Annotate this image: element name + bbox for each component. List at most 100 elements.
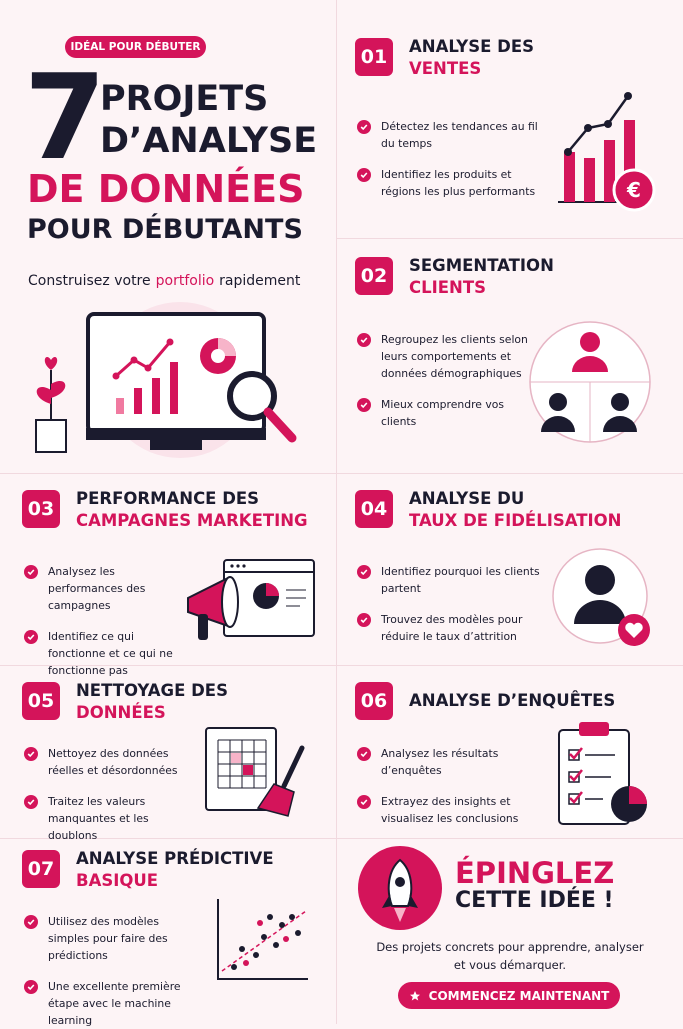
bullet-list: Utilisez des modèles simples pour faire …: [24, 913, 198, 1029]
check-icon: [357, 747, 371, 761]
bullet-text: Nettoyez des données réelles et désordon…: [48, 747, 178, 777]
project-title-accent: CAMPAGNES MARKETING: [76, 511, 308, 530]
bullet-item: Extrayez des insights et visualisez les …: [357, 793, 541, 827]
bullet-text: Mieux comprendre vos clients: [381, 398, 504, 428]
subtitle-highlight: portfolio: [155, 273, 215, 289]
project-title-line: ANALYSE PRÉDICTIVE: [76, 849, 274, 868]
project-title: ANALYSE PRÉDICTIVE BASIQUE: [76, 848, 274, 892]
bullet-list: Analysez les résultats d’enquêtes Extraye…: [357, 745, 541, 827]
project-number: 03: [22, 490, 60, 528]
check-icon: [357, 613, 371, 627]
bullet-text: Analysez les résultats d’enquêtes: [381, 747, 499, 777]
bullet-text: Regroupez les clients selon leurs compor…: [381, 333, 528, 380]
project-title: ANALYSE DES VENTES: [409, 36, 534, 80]
bullet-item: Identifiez les produits et régions les p…: [357, 166, 551, 200]
scatter-icon: [217, 899, 308, 980]
check-icon: [357, 333, 371, 347]
check-icon: [357, 795, 371, 809]
bullet-item: Analysez les résultats d’enquêtes: [357, 745, 541, 779]
bullet-text: Utilisez des modèles simples pour faire …: [48, 915, 168, 962]
bullet-item: Identifiez pourquoi les clients partent: [357, 563, 541, 597]
project-number: 04: [355, 490, 393, 528]
project-number: 01: [355, 38, 393, 76]
divider: [0, 665, 683, 666]
bullet-item: Mieux comprendre vos clients: [357, 396, 541, 430]
check-mark: [27, 984, 35, 991]
retention-icon: [552, 548, 650, 646]
check-icon: [24, 980, 38, 994]
bullet-text: Traitez les valeurs manquantes et les do…: [48, 795, 149, 842]
bullet-text: Identifiez ce qui fonctionne et ce qui n…: [48, 630, 173, 677]
bullet-item: Regroupez les clients selon leurs compor…: [357, 331, 541, 382]
project-title-line: SEGMENTATION: [409, 256, 554, 275]
rocket-icon: [358, 846, 442, 930]
bullet-text: Détectez les tendances au fil du temps: [381, 120, 538, 150]
bullet-text: Identifiez pourquoi les clients partent: [381, 565, 540, 595]
check-icon: [24, 915, 38, 929]
subtitle: Construisez votre portfolio rapidement: [28, 273, 300, 289]
bullet-item: Traitez les valeurs manquantes et les do…: [24, 793, 193, 844]
check-mark: [360, 569, 368, 576]
subtitle-text: rapidement: [219, 273, 301, 289]
check-mark: [360, 402, 368, 409]
title-line: D’ANALYSE: [100, 121, 318, 161]
project-title-accent: VENTES: [409, 59, 482, 78]
bullet-text: Une excellente première étape avec le ma…: [48, 980, 181, 1027]
project-title: NETTOYAGE DES DONNÉES: [76, 680, 228, 724]
bullet-item: Nettoyez des données réelles et désordon…: [24, 745, 193, 779]
check-icon: [24, 795, 38, 809]
bullet-item: Détectez les tendances au fil du temps: [357, 118, 551, 152]
check-icon: [357, 398, 371, 412]
check-mark: [360, 172, 368, 179]
sales-icon: €: [558, 92, 656, 212]
project-title-line: ANALYSE D’ENQUÊTES: [409, 691, 616, 710]
project-title: ANALYSE DU TAUX DE FIDÉLISATION: [409, 488, 621, 532]
title-accent: DE DONNÉES: [27, 167, 305, 211]
check-mark: [360, 337, 368, 344]
project-title-accent: TAUX DE FIDÉLISATION: [409, 511, 622, 530]
check-mark: [360, 799, 368, 806]
title-line: POUR DÉBUTANTS: [27, 214, 303, 245]
check-icon: [357, 120, 371, 134]
svg-text:€: €: [626, 178, 641, 202]
bullet-list: Nettoyez des données réelles et désordon…: [24, 745, 193, 844]
project-title: PERFORMANCE DES CAMPAGNES MARKETING: [76, 488, 308, 532]
project-number: 06: [355, 682, 393, 720]
cta-description: Des projets concrets pour apprendre, ana…: [376, 940, 644, 972]
check-icon: [357, 168, 371, 182]
project-title: ANALYSE D’ENQUÊTES: [409, 680, 615, 722]
project-title: SEGMENTATION CLIENTS: [409, 255, 554, 299]
project-title-line: ANALYSE DES: [409, 37, 534, 56]
title-number: 7: [24, 48, 107, 186]
bullet-list: Détectez les tendances au fil du temps Id…: [357, 118, 551, 200]
check-icon: [24, 630, 38, 644]
bullet-item: Trouvez des modèles pour réduire le taux…: [357, 611, 541, 645]
divider: [337, 238, 683, 239]
check-icon: [357, 565, 371, 579]
check-mark: [360, 751, 368, 758]
star-icon: [409, 990, 420, 1000]
check-mark: [27, 919, 35, 926]
cleaning-icon: [205, 727, 305, 817]
check-icon: [24, 565, 38, 579]
segmentation-icon: [529, 321, 651, 443]
marketing-icon: [187, 559, 315, 640]
project-number: 05: [22, 682, 60, 720]
project-title-accent: CLIENTS: [409, 278, 486, 297]
bullet-list: Analysez les performances des campagnes I…: [24, 563, 193, 679]
divider: [336, 0, 337, 1024]
subtitle-text: Construisez votre: [28, 273, 151, 289]
project-title-accent: DONNÉES: [76, 703, 166, 722]
bullet-text: Trouvez des modèles pour réduire le taux…: [381, 613, 523, 643]
bullet-item: Utilisez des modèles simples pour faire …: [24, 913, 198, 964]
bullet-text: Extrayez des insights et visualisez les …: [381, 795, 519, 825]
project-title-line: ANALYSE DU: [409, 489, 525, 508]
project-number: 07: [22, 850, 60, 888]
cta-button[interactable]: COMMENCEZ MAINTENANT: [398, 982, 620, 1009]
bullet-item: Identifiez ce qui fonctionne et ce qui n…: [24, 628, 193, 679]
badge: IDÉAL POUR DÉBUTER: [65, 36, 206, 58]
cta-title-accent: ÉPINGLEZ: [455, 856, 615, 890]
bullet-list: Regroupez les clients selon leurs compor…: [357, 331, 541, 430]
bullet-item: Une excellente première étape avec le ma…: [24, 978, 198, 1029]
